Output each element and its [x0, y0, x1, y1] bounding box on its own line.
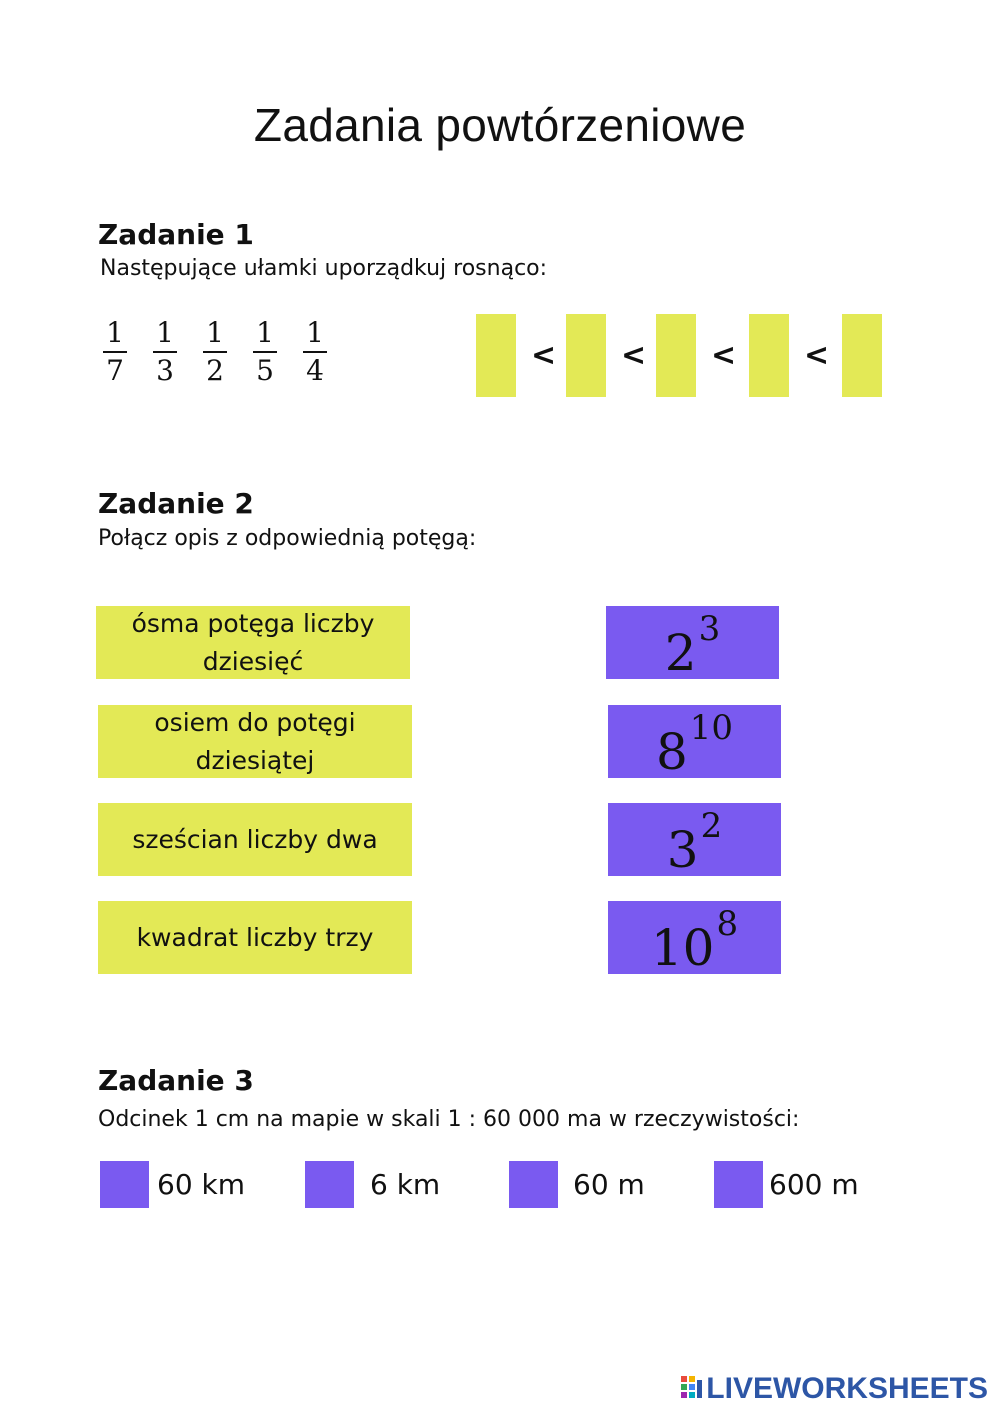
description-card[interactable]: kwadrat liczby trzy — [98, 901, 412, 974]
less-than-sign: < — [621, 338, 647, 373]
answer-checkbox[interactable] — [714, 1161, 763, 1208]
numerator: 1 — [106, 316, 124, 349]
denominator: 2 — [206, 354, 224, 387]
liveworksheets-icon — [681, 1376, 703, 1398]
description-card[interactable]: sześcian liczby dwa — [98, 803, 412, 876]
denominator: 4 — [306, 354, 324, 387]
less-than-sign: < — [711, 338, 737, 373]
answer-checkbox[interactable] — [305, 1161, 354, 1208]
task1-instruction: Następujące ułamki uporządkuj rosnąco: — [100, 256, 548, 281]
fraction-1-4: 1 4 — [301, 317, 329, 387]
power-card[interactable]: 10 8 — [608, 901, 781, 974]
power-exponent: 8 — [716, 903, 739, 944]
task3-question: Odcinek 1 cm na mapie w skali 1 : 60 000… — [98, 1107, 800, 1132]
answer-label: 60 km — [157, 1168, 246, 1201]
denominator: 5 — [256, 354, 274, 387]
order-slot-2[interactable] — [566, 314, 606, 397]
power-base: 3 — [666, 820, 699, 879]
fraction-bar — [153, 351, 177, 353]
task1-heading: Zadanie 1 — [98, 218, 254, 251]
numerator: 1 — [256, 316, 274, 349]
description-text: kwadrat liczby trzy — [136, 922, 374, 952]
power-exponent: 10 — [689, 707, 734, 748]
task2-heading: Zadanie 2 — [98, 487, 254, 520]
power-base: 8 — [655, 722, 688, 781]
power-exponent: 3 — [698, 608, 721, 649]
order-slot-5[interactable] — [842, 314, 882, 397]
order-slot-3[interactable] — [656, 314, 696, 397]
order-slot-4[interactable] — [749, 314, 789, 397]
fraction-bar — [203, 351, 227, 353]
less-than-sign: < — [804, 338, 830, 373]
liveworksheets-logo[interactable]: LIVEWORKSHEETS — [681, 1372, 988, 1406]
power-card[interactable]: 8 10 — [608, 705, 781, 778]
numerator: 1 — [206, 316, 224, 349]
fraction-1-5: 1 5 — [251, 317, 279, 387]
less-than-sign: < — [531, 338, 557, 373]
fraction-bar — [103, 351, 127, 353]
power-base: 2 — [664, 623, 697, 682]
fraction-1-7: 1 7 — [101, 317, 129, 387]
fraction-1-2: 1 2 — [201, 317, 229, 387]
power-exponent: 2 — [700, 805, 723, 846]
denominator: 7 — [106, 354, 124, 387]
answer-label: 6 km — [370, 1168, 441, 1201]
description-text: sześcian liczby dwa — [132, 824, 378, 854]
answer-label: 60 m — [573, 1168, 645, 1201]
answer-checkbox[interactable] — [509, 1161, 558, 1208]
description-card[interactable]: osiem do potęgi dziesiątej — [98, 705, 412, 778]
answer-checkbox[interactable] — [100, 1161, 149, 1208]
task3-heading: Zadanie 3 — [98, 1064, 254, 1097]
fraction-bar — [253, 351, 277, 353]
numerator: 1 — [156, 316, 174, 349]
answer-label: 600 m — [769, 1168, 859, 1201]
description-text: ósma potęga liczby dziesięć — [131, 608, 375, 676]
order-slot-1[interactable] — [476, 314, 516, 397]
page-title: Zadania powtórzeniowe — [253, 99, 747, 151]
fraction-bar — [303, 351, 327, 353]
numerator: 1 — [306, 316, 324, 349]
description-card[interactable]: ósma potęga liczby dziesięć — [96, 606, 410, 679]
fraction-1-3: 1 3 — [151, 317, 179, 387]
denominator: 3 — [156, 354, 174, 387]
power-base: 10 — [650, 918, 715, 977]
description-text: osiem do potęgi dziesiątej — [154, 707, 356, 775]
task2-instruction: Połącz opis z odpowiednią potęgą: — [98, 526, 477, 551]
brand-name: LIVEWORKSHEETS — [706, 1372, 988, 1405]
